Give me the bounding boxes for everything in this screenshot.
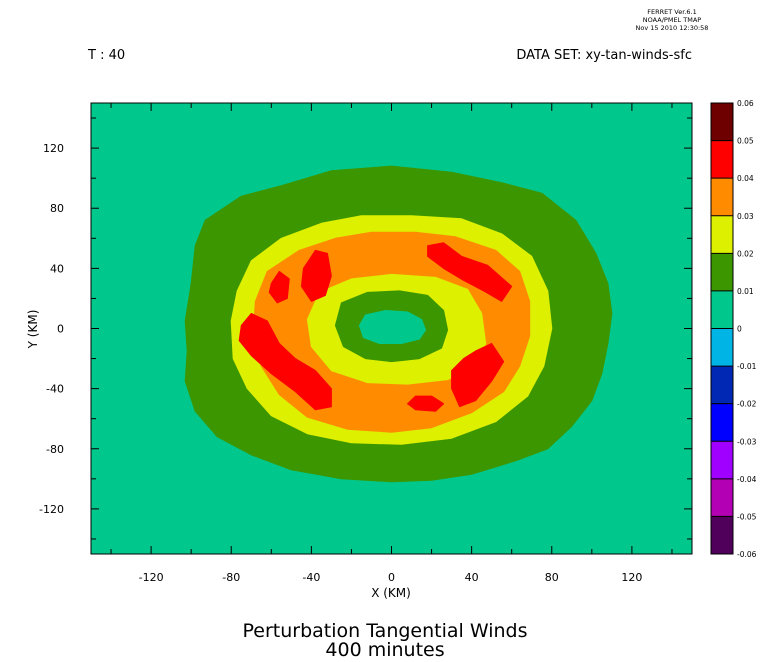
colorbar-swatch: [711, 253, 733, 292]
x-tick-label: 80: [545, 571, 559, 584]
colorbar-label: -0.03: [737, 437, 757, 446]
colorbar: [710, 102, 734, 555]
contour-region-6: [300, 249, 332, 302]
x-axis-label: X (KM): [371, 586, 411, 600]
contour-region-8: [238, 313, 332, 411]
contour-layer: [184, 165, 613, 483]
dataset-label: DATA SET: xy-tan-winds-sfc: [516, 48, 692, 63]
colorbar-label: -0.02: [737, 400, 757, 409]
colorbar-label: 0.01: [737, 287, 754, 296]
colorbar-label: -0.06: [737, 550, 757, 559]
colorbar-label: 0.03: [737, 212, 754, 221]
plot-frame: [90, 102, 693, 555]
y-tick-label: -80: [46, 443, 64, 456]
ferret-stamp-line-3: Nov 15 2010 12:30:58: [636, 24, 709, 32]
colorbar-swatch: [711, 328, 733, 367]
y-tick-label: 120: [43, 142, 64, 155]
contour-region-10: [451, 343, 505, 408]
contour-region-5: [358, 310, 427, 344]
ferret-stamp-line-1: FERRET Ver.6.1: [647, 8, 696, 16]
colorbar-label: 0.06: [737, 99, 754, 108]
colorbar-swatch: [711, 178, 733, 217]
x-tick-label: -40: [302, 571, 320, 584]
contour-region-7: [268, 270, 290, 304]
colorbar-swatch: [711, 478, 733, 517]
y-tick-label: 80: [50, 202, 64, 215]
colorbar-label: -0.05: [737, 512, 757, 521]
colorbar-label: -0.01: [737, 362, 757, 371]
colorbar-swatch: [711, 441, 733, 480]
colorbar-label: 0: [737, 325, 742, 334]
colorbar-swatch: [711, 290, 733, 329]
chart-title: Perturbation Tangential Winds: [243, 620, 528, 642]
colorbar-label: -0.04: [737, 475, 757, 484]
chart-subtitle: 400 minutes: [325, 639, 444, 661]
y-tick-label: 0: [57, 323, 64, 336]
x-tick-label: 0: [388, 571, 395, 584]
x-tick-label: -80: [222, 571, 240, 584]
y-axis-label: Y (KM): [26, 310, 40, 350]
colorbar-swatch: [711, 403, 733, 442]
x-tick-label: -120: [139, 571, 164, 584]
ferret-stamp: FERRET Ver.6.1 NOAA/PMEL TMAP Nov 15 201…: [636, 8, 709, 32]
y-tick-labels: 120 80 40 0 -40 -80 -120: [39, 142, 64, 516]
colorbar-label: 0.02: [737, 249, 754, 258]
contour-region-11: [407, 395, 445, 412]
x-tick-label: 40: [465, 571, 479, 584]
colorbar-swatch: [711, 103, 733, 142]
y-tick-label: 40: [50, 262, 64, 275]
colorbar-swatch: [711, 140, 733, 179]
y-tick-label: -120: [39, 503, 64, 516]
axis-ticks: [91, 103, 692, 554]
colorbar-labels: 0.06 0.05 0.04 0.03 0.02 0.01 0 -0.01 -0.02 -0.03…: [737, 99, 757, 559]
x-tick-label: 120: [621, 571, 642, 584]
ferret-stamp-line-2: NOAA/PMEL TMAP: [643, 16, 701, 24]
colorbar-label: 0.04: [737, 174, 754, 183]
colorbar-swatch: [711, 366, 733, 405]
plot-area: [90, 102, 693, 555]
colorbar-swatch: [711, 516, 733, 555]
y-tick-label: -40: [46, 383, 64, 396]
time-label: T : 40: [87, 48, 125, 63]
x-tick-labels: -120 -80 -40 0 40 80 120: [139, 571, 643, 584]
contour-region-9: [427, 242, 513, 302]
colorbar-label: 0.05: [737, 137, 754, 146]
colorbar-swatch: [711, 215, 733, 254]
